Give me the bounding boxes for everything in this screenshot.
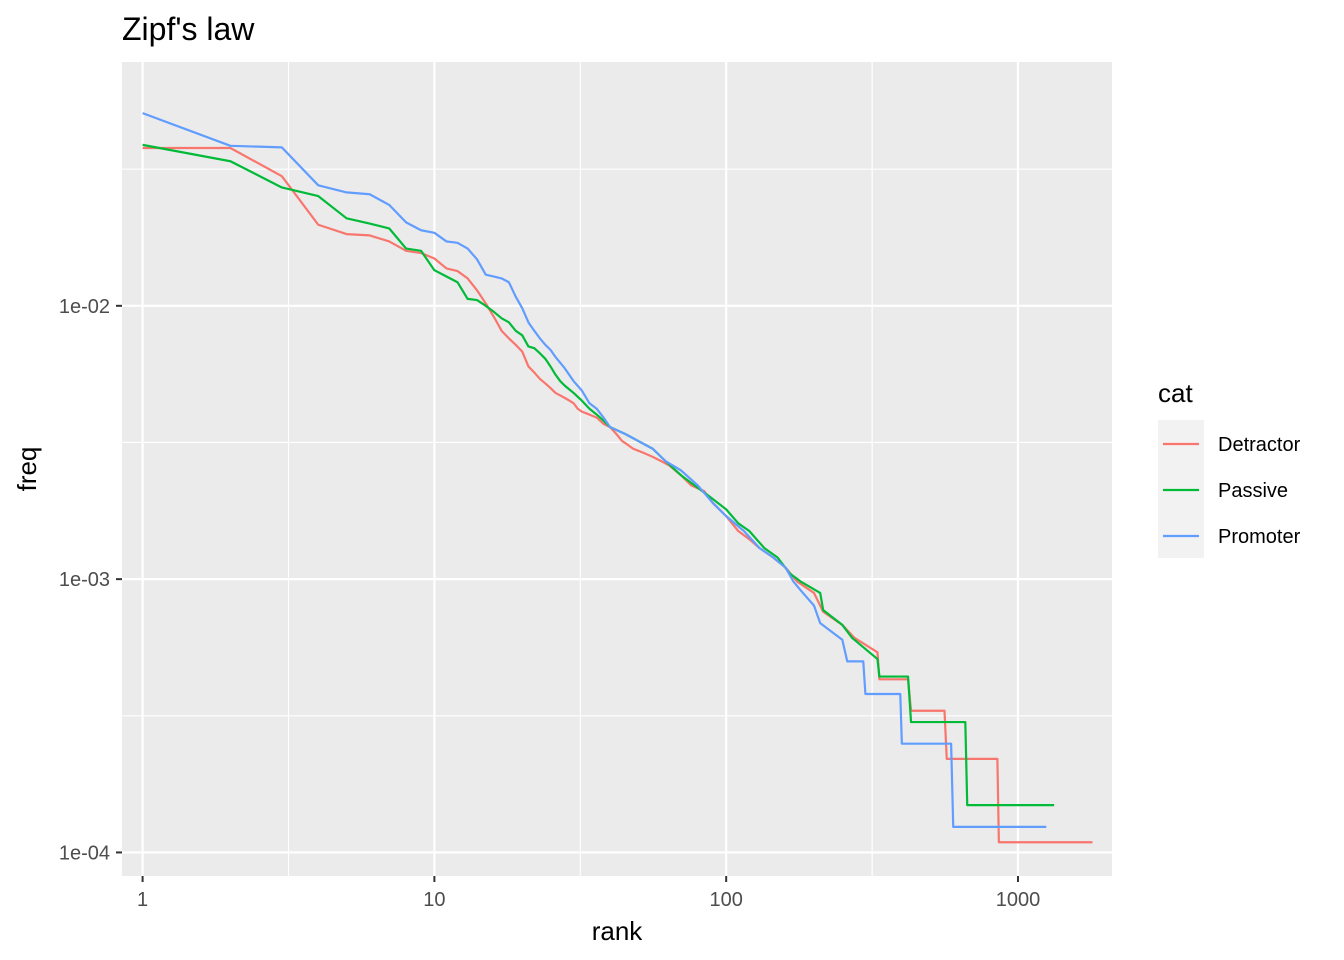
- x-tick-label: 1000: [996, 889, 1041, 911]
- legend-label-detractor: Detractor: [1218, 434, 1301, 456]
- legend-label-passive: Passive: [1218, 480, 1288, 502]
- series-line-passive: [142, 143, 1055, 807]
- x-tick-label: 100: [709, 889, 742, 911]
- chart-title: Zipf's law: [122, 11, 255, 47]
- x-axis-title: rank: [592, 916, 644, 946]
- series-line-detractor: [142, 146, 1093, 844]
- series-layer: [142, 112, 1093, 844]
- y-axis: 1e-04 1e-03 1e-02: [59, 296, 122, 864]
- y-tick-label: 1e-03: [59, 569, 110, 591]
- x-tick-label: 10: [423, 889, 445, 911]
- grid-major: [122, 62, 1112, 876]
- legend-label-promoter: Promoter: [1218, 526, 1301, 548]
- series-line-promoter: [142, 112, 1047, 829]
- x-tick-label: 1: [137, 889, 148, 911]
- y-tick-label: 1e-04: [59, 842, 110, 864]
- plot-panel: [122, 62, 1112, 876]
- y-tick-label: 1e-02: [59, 296, 110, 318]
- legend: cat Detractor Passive Promoter: [1158, 378, 1301, 558]
- y-axis-title: freq: [12, 447, 42, 492]
- legend-title: cat: [1158, 378, 1193, 408]
- grid-minor: [122, 62, 1112, 876]
- x-axis: 1 10 100 1000: [137, 876, 1040, 911]
